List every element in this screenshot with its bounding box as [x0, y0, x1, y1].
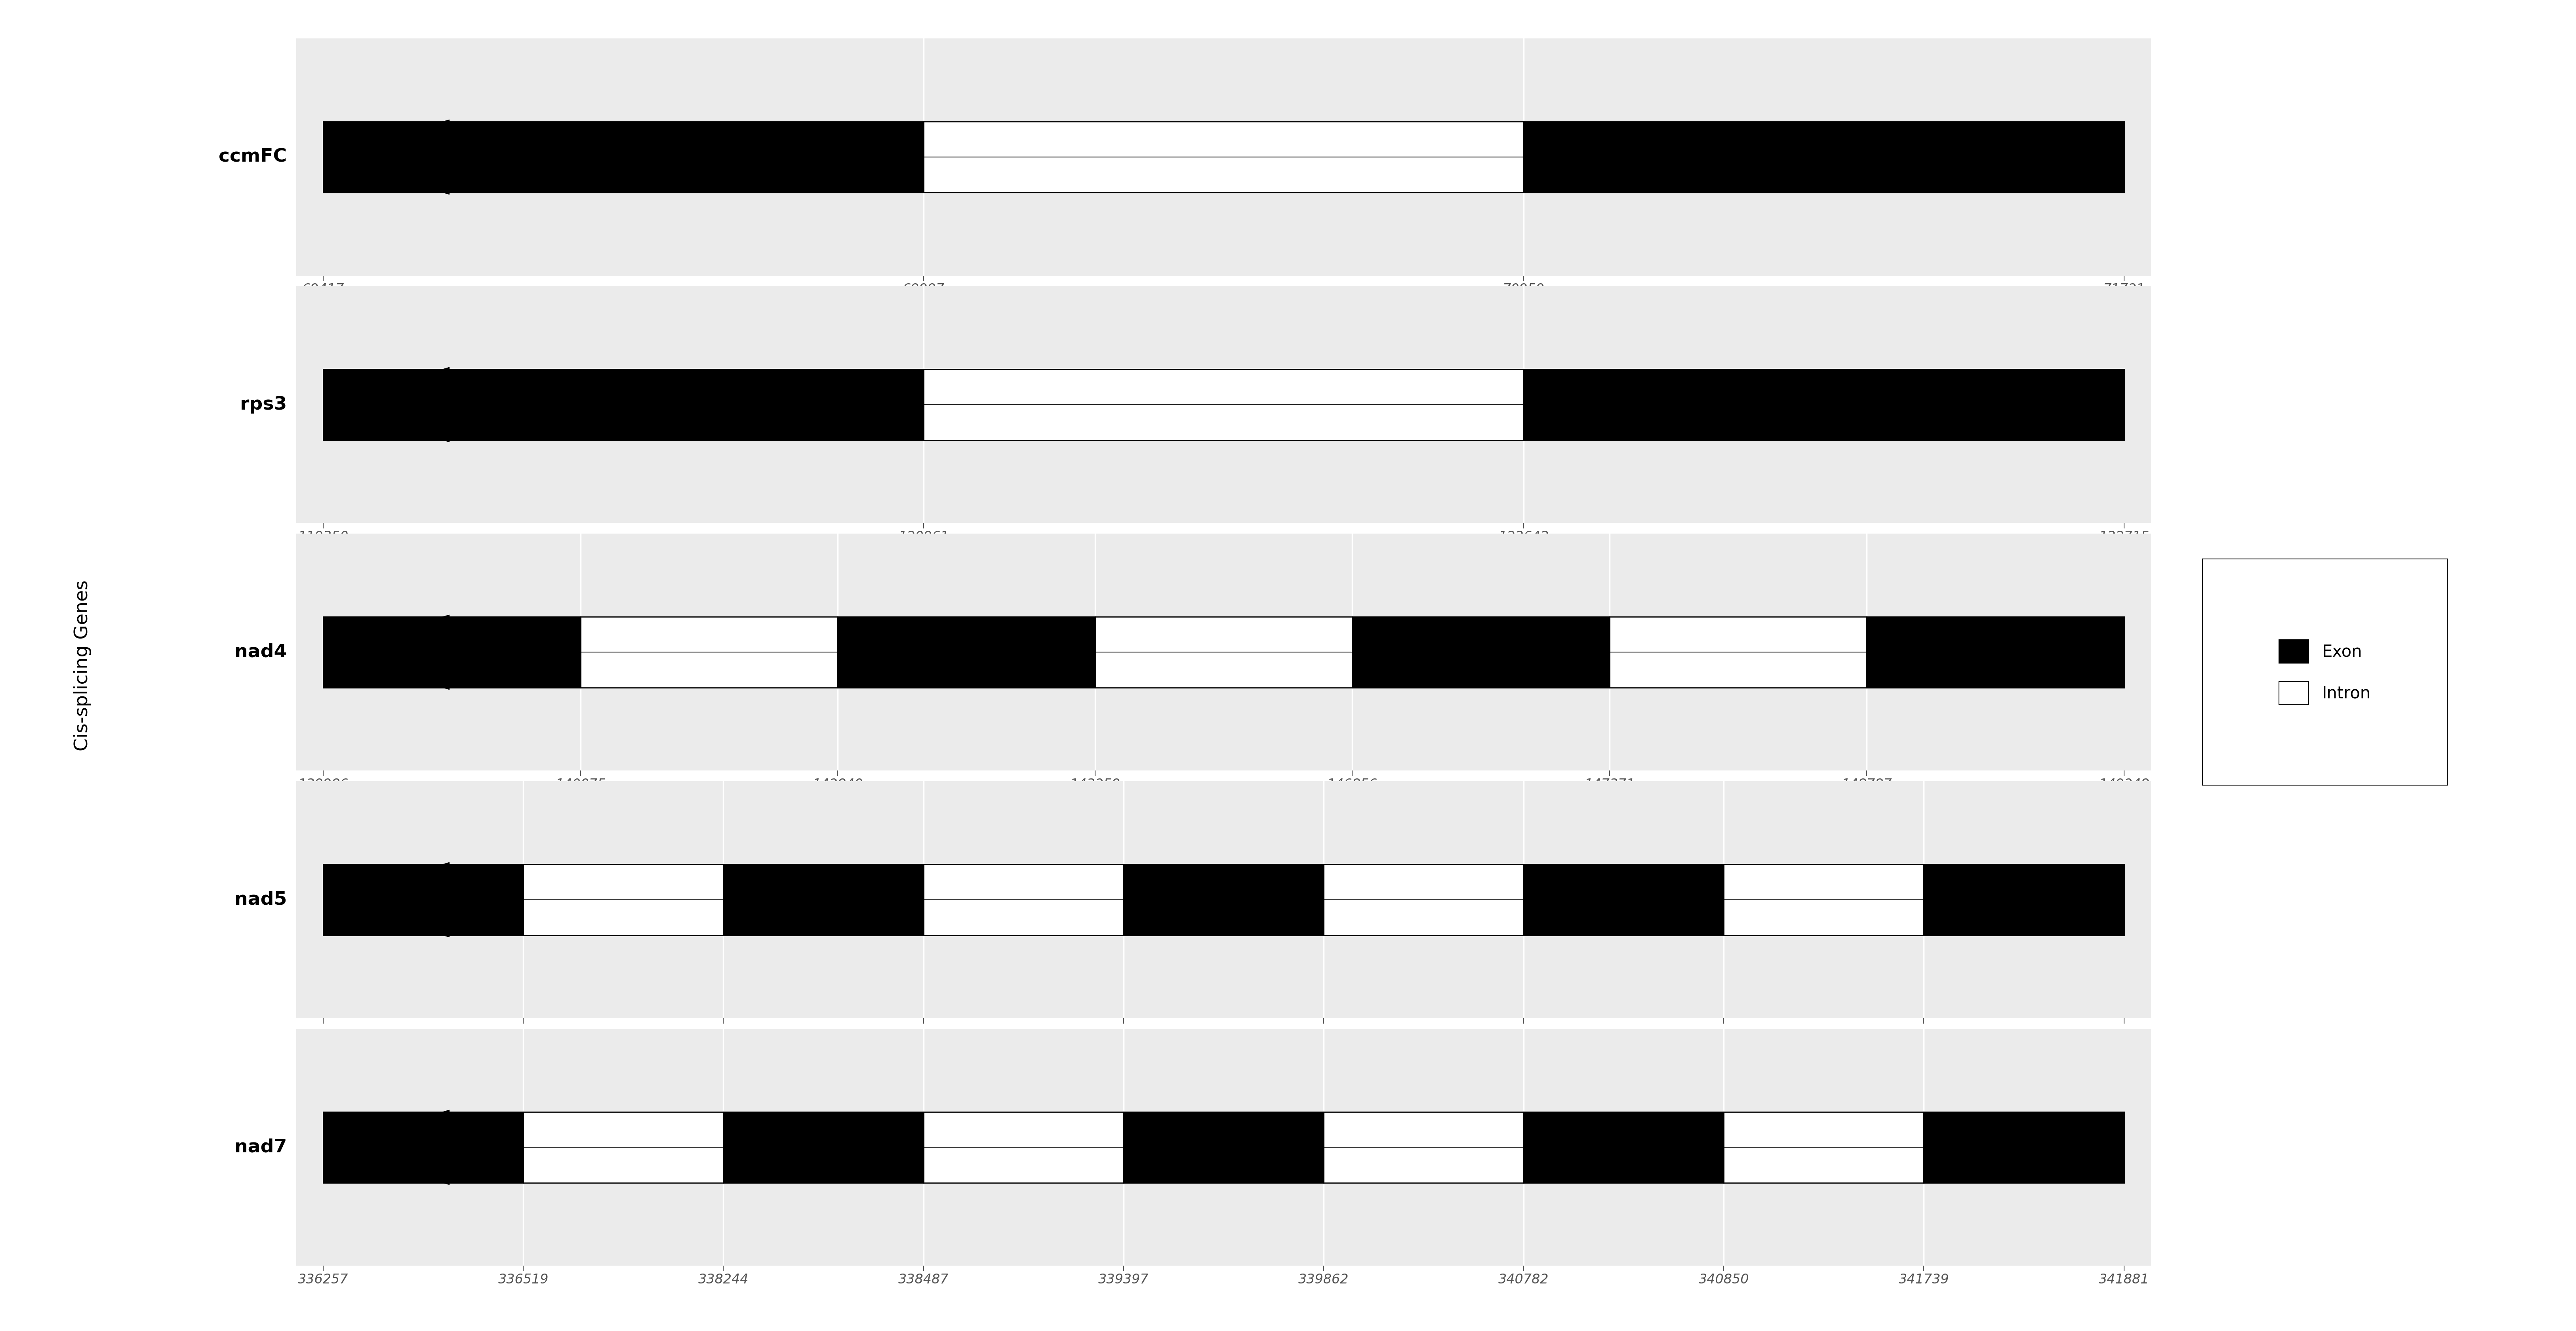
- Bar: [1610, 616, 1868, 688]
- Bar: [322, 864, 523, 936]
- Bar: [322, 369, 922, 441]
- Bar: [322, 616, 580, 688]
- Bar: [1525, 369, 2125, 441]
- Bar: [922, 121, 1525, 193]
- Bar: [1525, 1111, 1723, 1183]
- Text: 296492: 296492: [899, 1070, 948, 1083]
- FancyArrow shape: [322, 120, 2125, 194]
- Bar: [1525, 864, 1723, 936]
- Bar: [1723, 1111, 1924, 1183]
- Bar: [580, 616, 837, 688]
- Bar: [922, 864, 1123, 936]
- Bar: [322, 1111, 523, 1183]
- Bar: [837, 616, 1095, 688]
- Bar: [1123, 864, 1324, 936]
- Bar: [1723, 864, 1924, 936]
- Bar: [724, 864, 922, 936]
- Text: 327871: 327871: [1899, 1030, 1950, 1044]
- Text: 327020: 327020: [1698, 1070, 1749, 1083]
- Bar: [1352, 616, 1610, 688]
- Text: 158014: 158014: [299, 1030, 348, 1044]
- Bar: [1123, 1111, 1324, 1183]
- Text: nad7: nad7: [234, 1138, 286, 1157]
- Text: 296343: 296343: [698, 1030, 750, 1044]
- Text: ccmFC: ccmFC: [219, 148, 286, 166]
- FancyArrow shape: [322, 615, 2125, 689]
- Bar: [922, 1111, 1123, 1183]
- FancyArrow shape: [322, 862, 2125, 937]
- Text: 326791: 326791: [1499, 1030, 1548, 1044]
- Bar: [1525, 121, 2125, 193]
- Bar: [1924, 864, 2125, 936]
- Text: 297866: 297866: [1298, 1070, 1350, 1083]
- Text: nad4: nad4: [234, 643, 286, 662]
- Bar: [1924, 1111, 2125, 1183]
- Text: 158035: 158035: [497, 1070, 549, 1083]
- Bar: [523, 864, 724, 936]
- Text: 329086: 329086: [2099, 1070, 2148, 1083]
- Text: 297472: 297472: [1097, 1030, 1149, 1044]
- Bar: [1095, 616, 1352, 688]
- Bar: [1324, 1111, 1525, 1183]
- Text: rps3: rps3: [240, 395, 286, 414]
- FancyArrow shape: [322, 367, 2125, 442]
- Text: nad5: nad5: [234, 890, 286, 909]
- Bar: [1868, 616, 2125, 688]
- Text: Cis-splicing Genes: Cis-splicing Genes: [75, 580, 90, 751]
- Bar: [1324, 864, 1525, 936]
- Bar: [523, 1111, 724, 1183]
- FancyArrow shape: [322, 1110, 2125, 1185]
- Legend: Exon, Intron: Exon, Intron: [2267, 627, 2383, 717]
- Bar: [922, 369, 1525, 441]
- Bar: [322, 121, 922, 193]
- Bar: [724, 1111, 922, 1183]
